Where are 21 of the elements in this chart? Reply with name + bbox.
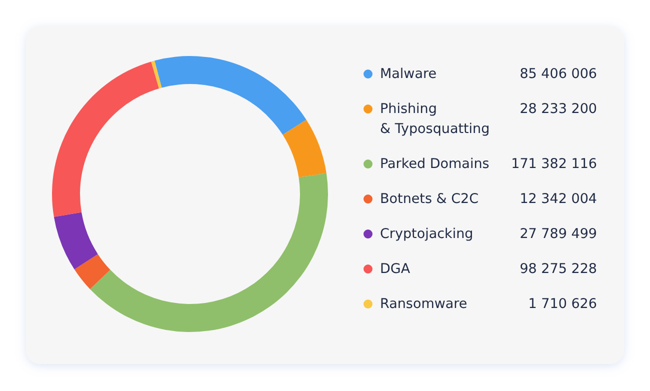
donut-slice [151,60,162,88]
data-label: 85 406 006 [520,66,597,82]
data-label: 1 710 626 [528,296,597,312]
legend-label: Parked Domains [380,156,490,172]
donut-slice [90,173,328,332]
data-label: 98 275 228 [520,261,597,277]
data-label: 27 789 499 [520,226,597,242]
legend-label: Malware [380,66,437,82]
donut-slice [74,254,110,290]
legend-label: Cryptojacking [380,226,474,242]
donut-slice [154,56,306,135]
data-label: 12 342 004 [520,191,597,207]
donut-slice [52,62,160,217]
legend-label: Botnets & C2C [380,191,479,207]
data-label: 28 233 200 [520,101,597,117]
legend-label: Phishing & Typosquatting [380,101,490,137]
legend-label: DGA [380,261,411,277]
legend-label: Ransomware [380,296,468,312]
donut-slice [282,120,326,178]
data-label: 171 382 116 [511,156,597,172]
donut-slice [54,212,98,270]
